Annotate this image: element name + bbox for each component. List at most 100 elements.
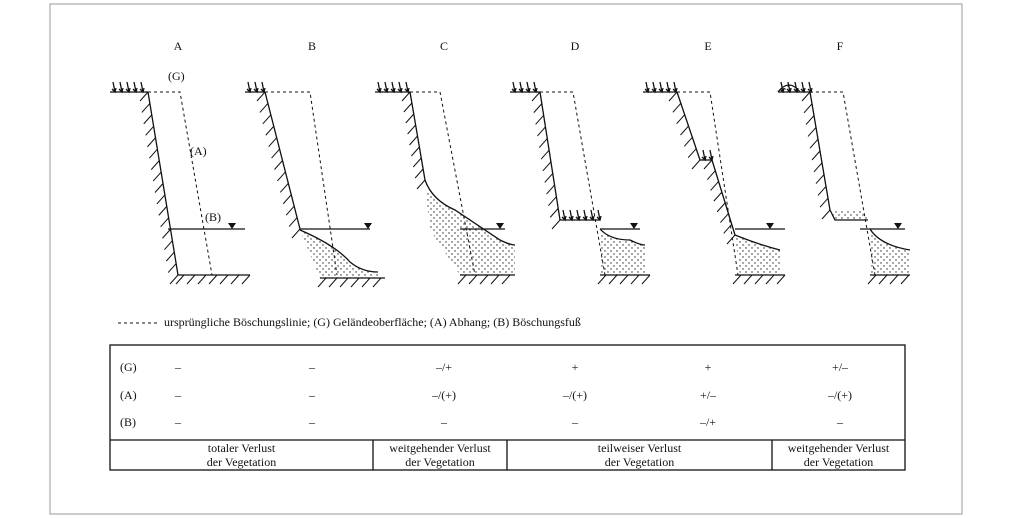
shape xyxy=(734,234,781,251)
hatch xyxy=(776,274,786,285)
summary-text: der Vegetation xyxy=(207,455,276,469)
hatch xyxy=(867,274,877,285)
frame xyxy=(49,3,963,515)
hatch xyxy=(691,159,701,170)
hatch xyxy=(186,274,196,285)
hatch xyxy=(479,274,489,285)
cell: –/+ xyxy=(435,360,452,374)
hatch xyxy=(361,277,371,288)
hatch xyxy=(262,114,272,125)
label-a: (A) xyxy=(190,144,207,158)
hatch xyxy=(328,277,338,288)
column-label: A xyxy=(174,39,183,53)
hatch xyxy=(409,135,418,146)
plant xyxy=(118,81,124,94)
hatch xyxy=(291,228,301,239)
hatch xyxy=(416,179,426,190)
hatch xyxy=(551,219,561,230)
hatch xyxy=(407,124,416,135)
deposit xyxy=(300,230,378,278)
plant xyxy=(404,81,410,94)
hatch xyxy=(811,150,821,161)
label-b: (B) xyxy=(205,210,221,224)
hatch xyxy=(169,274,179,285)
cell: –/(+) xyxy=(827,388,852,402)
hatch xyxy=(288,217,298,227)
hatch xyxy=(765,274,775,285)
hatch xyxy=(149,148,158,159)
hatch xyxy=(537,126,546,137)
hatch xyxy=(411,146,420,157)
cell: – xyxy=(440,415,448,429)
hatch xyxy=(175,274,185,285)
shape xyxy=(299,229,379,273)
hatch xyxy=(544,173,554,183)
shape xyxy=(148,91,213,276)
hatch xyxy=(546,184,555,195)
summary-text: der Vegetation xyxy=(605,455,674,469)
cell: – xyxy=(174,388,182,402)
hatch xyxy=(150,160,160,170)
hatch xyxy=(156,194,166,205)
hatch xyxy=(542,161,552,172)
deposit xyxy=(830,210,868,220)
hatch xyxy=(147,137,156,148)
plant xyxy=(253,81,259,94)
plant xyxy=(111,81,117,94)
plant xyxy=(139,81,145,94)
hatch xyxy=(285,205,295,216)
hatch xyxy=(468,274,478,285)
cell: – xyxy=(308,388,316,402)
hatch xyxy=(720,213,729,223)
edge xyxy=(711,159,736,236)
hatch xyxy=(372,277,382,288)
plant xyxy=(376,81,382,94)
hatch xyxy=(672,103,682,113)
hatch xyxy=(687,148,697,158)
shape xyxy=(540,91,606,276)
summary-text: weitgehender Verlust xyxy=(389,441,491,455)
hatch xyxy=(162,228,171,239)
hatch xyxy=(160,217,169,228)
hatch xyxy=(230,274,240,285)
water-mark xyxy=(364,223,372,229)
cell: – xyxy=(308,415,316,429)
cell: – xyxy=(174,360,182,374)
cell: – xyxy=(308,360,316,374)
hatch xyxy=(274,160,283,170)
plant xyxy=(589,209,595,222)
plant xyxy=(800,81,806,94)
hatch xyxy=(716,202,726,213)
hatch xyxy=(549,208,559,218)
column-label: F xyxy=(837,39,844,53)
hatch xyxy=(197,274,207,285)
hatch xyxy=(167,263,177,273)
plant xyxy=(786,81,792,94)
cell: – xyxy=(174,415,182,429)
hatch xyxy=(803,103,813,114)
hatch xyxy=(726,234,736,245)
plant xyxy=(383,81,389,94)
shape xyxy=(265,91,338,276)
hatch xyxy=(683,137,693,147)
hatch xyxy=(608,274,618,285)
hatch xyxy=(165,251,175,262)
plant xyxy=(644,81,650,94)
hatch xyxy=(710,181,719,191)
hatch xyxy=(350,277,360,288)
hatch xyxy=(139,91,149,102)
cell: +/– xyxy=(832,360,849,374)
column-label: D xyxy=(571,39,580,53)
hatch xyxy=(145,125,154,136)
hatch xyxy=(680,125,689,136)
column-label: E xyxy=(704,39,711,53)
plant xyxy=(779,81,785,94)
legend: ursprüngliche Böschungslinie; (G) Geländ… xyxy=(164,315,581,329)
hatch xyxy=(597,274,607,285)
plant xyxy=(568,209,574,222)
hatch xyxy=(256,91,266,102)
plant xyxy=(132,81,138,94)
hatch xyxy=(259,103,269,113)
cell: + xyxy=(705,360,712,374)
